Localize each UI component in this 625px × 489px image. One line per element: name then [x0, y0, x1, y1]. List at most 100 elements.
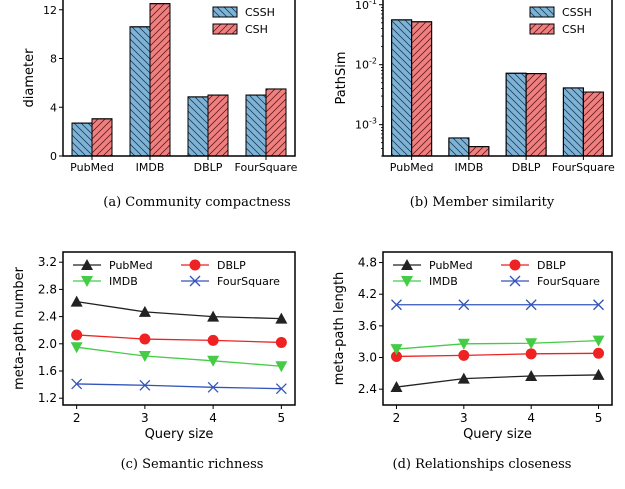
x-tick-label: 2	[73, 411, 81, 425]
caption: (c) Semantic richness	[121, 457, 264, 472]
y-axis-label: meta-path length	[332, 272, 347, 386]
legend-label-foursquare: FourSquare	[537, 275, 600, 288]
bar-hatch-cssh-imdb	[129, 26, 151, 157]
bar-hatch-csh-pubmed	[91, 118, 113, 157]
caption: (b) Member similarity	[410, 195, 555, 210]
x-tick-label: 2	[393, 411, 401, 425]
caption: (d) Relationships closeness	[393, 457, 572, 472]
legend-marker-foursquare	[189, 275, 201, 287]
bar-hatch-cssh-dblp	[505, 72, 527, 157]
bar-hatch-csh-foursquare	[265, 88, 287, 157]
line-pubmed	[396, 374, 599, 388]
plot-frame	[62, 0, 296, 157]
x-tick-label: 3	[460, 411, 468, 425]
y-tick-label: 0	[50, 150, 57, 163]
chart-b-pathsim: 10-3 10-2 10-1 PubMed IMDB DBLP FourSquare Path…	[334, 0, 615, 210]
x-tick-label: 3	[141, 411, 149, 425]
bar-hatch-csh-dblp	[525, 73, 547, 157]
point-pubmed-4	[525, 369, 538, 381]
point-pubmed-2	[390, 381, 403, 393]
chart-d-meta-path-length: 2.4 3.0 3.6 4.2 4.8 2 3 4 5 Query size meta-path l…	[332, 251, 613, 472]
point-foursquare-5	[593, 299, 604, 311]
y-tick-label: 10-1	[355, 0, 377, 12]
x-tick-label: DBLP	[512, 161, 541, 174]
point-imdb-3	[457, 338, 470, 350]
legend-label-pubmed: PubMed	[429, 259, 473, 272]
x-tick-label: FourSquare	[235, 161, 298, 174]
y-tick-label: 3.6	[358, 319, 377, 333]
bar-hatch-csh-pubmed	[411, 21, 433, 157]
bar-hatch-cssh-dblp	[187, 96, 209, 157]
x-tick-label: 4	[209, 411, 217, 425]
legend-marker-dblp	[189, 259, 201, 271]
x-tick-label: 5	[595, 411, 603, 425]
bar-hatch-csh-dblp	[207, 94, 229, 157]
y-tick-label: 3.2	[38, 255, 57, 269]
legend-swatch-hatch-csh	[529, 23, 555, 35]
legend-swatch-hatch-cssh	[212, 6, 238, 18]
x-tick-label: 5	[278, 411, 286, 425]
x-tick-label: 4	[527, 411, 535, 425]
bar-hatch-cssh-foursquare	[562, 87, 584, 157]
line-imdb	[396, 339, 599, 350]
point-foursquare-4	[207, 381, 219, 393]
legend-label-imdb: IMDB	[109, 275, 138, 288]
point-pubmed-2	[70, 295, 83, 307]
point-dblp-3	[139, 333, 151, 345]
bar-hatch-csh-imdb	[468, 146, 490, 157]
y-tick-label: 3.0	[358, 351, 377, 365]
y-tick-label: 4	[50, 101, 57, 114]
y-tick-label: 2.0	[38, 337, 57, 351]
y-tick-label: 8	[50, 53, 57, 66]
x-tick-label: PubMed	[390, 161, 434, 174]
point-imdb-4	[525, 338, 538, 350]
legend-label-dblp: DBLP	[537, 259, 566, 272]
bar-hatch-csh-foursquare	[582, 91, 604, 157]
x-tick-label: FourSquare	[552, 161, 615, 174]
y-tick-label: 1.6	[38, 364, 57, 378]
y-axis-label: meta-path number	[12, 266, 27, 389]
legend-label-foursquare: FourSquare	[217, 275, 280, 288]
line-dblp	[396, 352, 599, 358]
legend-label-imdb: IMDB	[429, 275, 458, 288]
legend-label-pubmed: PubMed	[109, 259, 153, 272]
x-tick-label: PubMed	[70, 161, 114, 174]
y-tick-label: 10-2	[355, 57, 377, 72]
line-foursquare	[76, 383, 282, 390]
y-tick-label: 2.8	[38, 282, 57, 296]
chart-a-diameter: 0 4 8 12 PubMed IMDB DBLP FourSquare diameter CSS…	[22, 0, 298, 210]
point-foursquare-3	[458, 299, 470, 311]
point-imdb-3	[138, 351, 151, 363]
legend-marker-imdb	[401, 276, 413, 287]
point-dblp-4	[207, 334, 219, 346]
x-tick-label: IMDB	[136, 161, 165, 174]
point-dblp-5	[593, 347, 605, 359]
y-tick-label: 10-3	[355, 117, 377, 132]
caption: (a) Community compactness	[103, 195, 290, 210]
point-dblp-3	[458, 349, 470, 361]
legend-swatch-hatch-csh	[212, 23, 238, 35]
bar-hatch-cssh-foursquare	[245, 94, 267, 157]
chart-c-meta-path-number: 1.2 1.6 2.0 2.4 2.8 3.2 2 3 4 5 Query size meta-pat…	[12, 251, 296, 472]
legend-marker-imdb	[81, 276, 93, 287]
point-pubmed-4	[207, 310, 220, 322]
x-axis-label: Query size	[463, 427, 532, 442]
plot-frame	[62, 251, 296, 406]
legend-marker-foursquare	[509, 275, 521, 287]
x-tick-label: IMDB	[454, 161, 483, 174]
bar-hatch-cssh-imdb	[448, 137, 470, 157]
point-imdb-5	[592, 335, 605, 347]
bar-hatch-cssh-pubmed	[391, 19, 413, 157]
point-foursquare-3	[139, 379, 151, 391]
legend-label-csh: CSH	[562, 23, 585, 36]
legend-label-csh: CSH	[245, 23, 268, 36]
x-tick-label: DBLP	[194, 161, 223, 174]
y-tick-label: 2.4	[38, 310, 57, 324]
bar-hatch-cssh-pubmed	[71, 122, 93, 157]
point-imdb-2	[390, 344, 403, 356]
y-tick-label: 4.2	[358, 287, 377, 301]
line-dblp	[76, 334, 282, 344]
bar-hatch-csh-imdb	[149, 3, 171, 157]
legend-label-cssh: CSSH	[245, 6, 275, 19]
